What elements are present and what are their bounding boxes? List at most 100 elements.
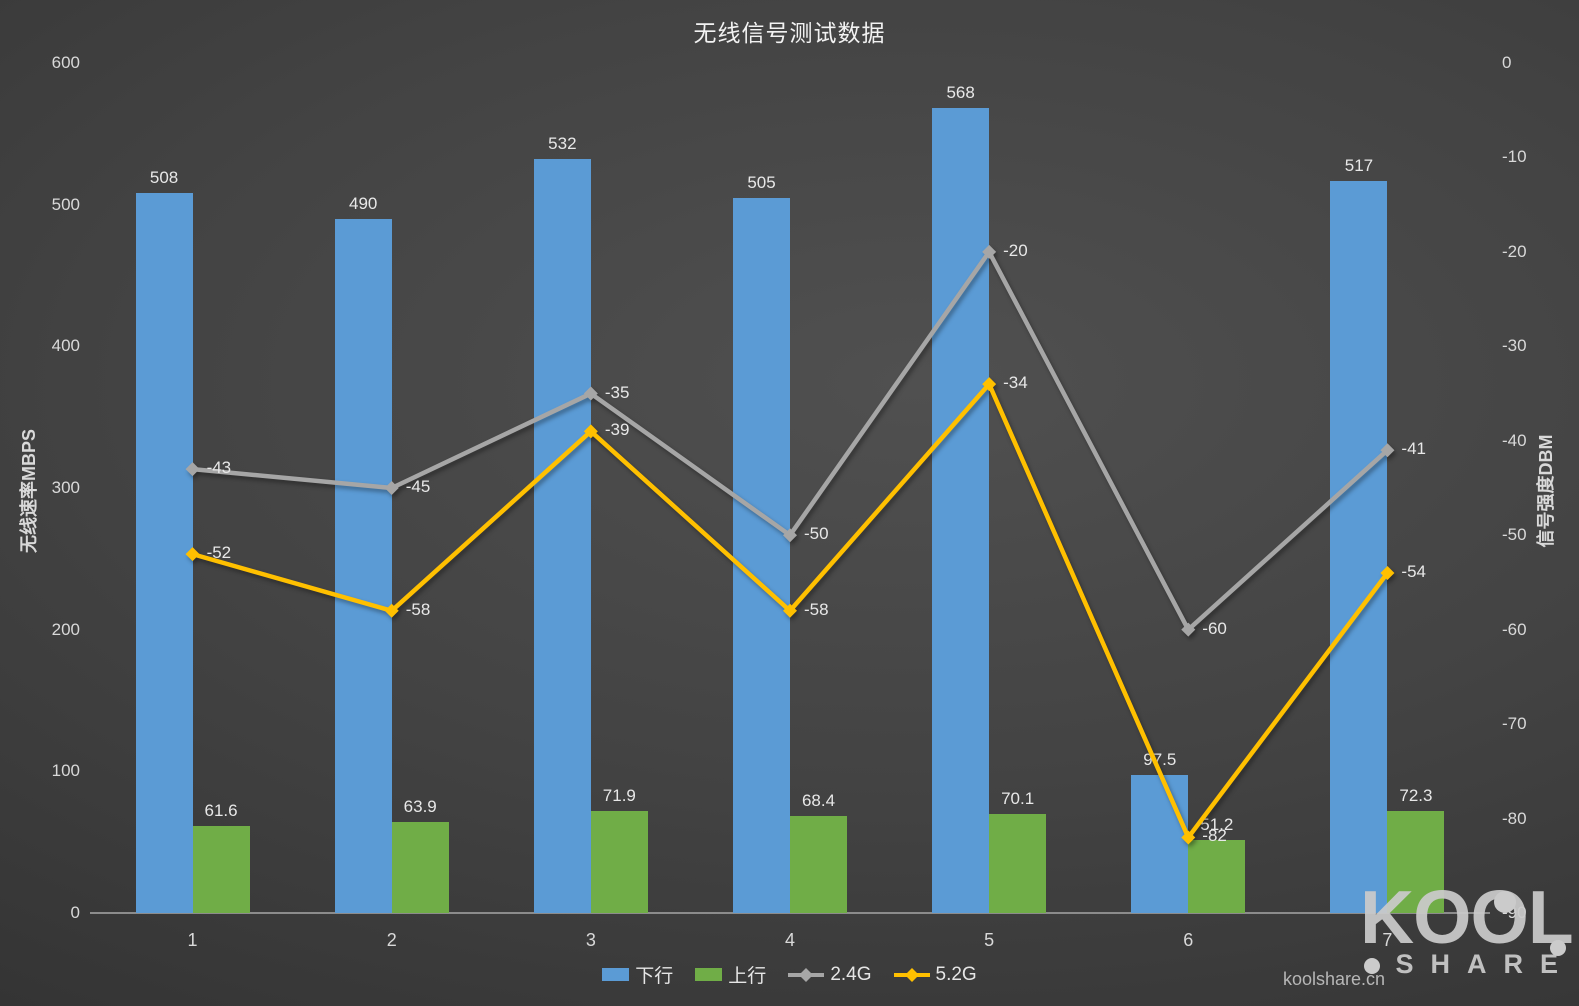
bar-上行 [1188, 840, 1246, 913]
bar-value-label: 70.1 [1001, 788, 1035, 808]
right-axis-tick: -60 [1502, 619, 1527, 639]
marker-5.2G [185, 547, 200, 562]
bar-下行 [533, 159, 591, 913]
left-axis-tick: 100 [51, 761, 80, 781]
x-axis-category-label: 4 [784, 930, 795, 950]
line-value-label: -50 [804, 524, 829, 544]
line-value-label: -34 [1003, 373, 1028, 393]
bar-下行 [733, 197, 790, 913]
bar-value-label: 517 [1344, 155, 1374, 175]
legend-item-2.4G: 2.4G [788, 963, 872, 986]
logo-text-kool: KOOL [1360, 875, 1574, 959]
legend-item-5.2G: 5.2G [893, 963, 977, 986]
bar-上行 [790, 816, 847, 913]
bar-value-label: 71.9 [602, 786, 636, 806]
bar-value-label: 568 [946, 83, 975, 103]
left-axis-tick: 500 [51, 194, 80, 214]
marker-2.4G [185, 462, 200, 477]
line-value-label: -58 [405, 599, 431, 619]
line-2.4G [190, 249, 1390, 632]
logo-molecule-dot [1364, 958, 1380, 974]
line-value-label: -20 [1003, 240, 1028, 260]
marker-5.2G [583, 424, 598, 439]
bar-value-label: 505 [747, 172, 776, 192]
legend-swatch-bar [695, 968, 723, 981]
legend-label: 5.2G [935, 963, 977, 985]
bar-value-label: 532 [548, 134, 577, 154]
left-axis-tick: 400 [51, 336, 80, 356]
bar-value-label: 508 [149, 168, 179, 188]
left-axis-tick: 600 [51, 53, 80, 72]
left-axis-tick: 300 [51, 478, 80, 497]
x-axis-category-label: 2 [386, 930, 397, 950]
line-value-label: -43 [206, 458, 232, 478]
legend: 下行 上行 2.4G 5.2G [0, 961, 1579, 988]
koolshare-logo: KOOL SHARE [1360, 880, 1575, 980]
logo-molecule-dot [1494, 891, 1516, 913]
bar-下行 [334, 218, 392, 913]
bar-下行 [135, 193, 193, 913]
line-value-label: -41 [1401, 439, 1426, 459]
line-value-label: -54 [1401, 562, 1426, 581]
line-value-label: -45 [405, 477, 431, 496]
bar-上行 [391, 822, 449, 913]
marker-2.4G [783, 528, 797, 543]
bar-value-label: 72.3 [1399, 785, 1433, 805]
bar-上行 [192, 825, 250, 913]
line-value-label: -58 [804, 599, 829, 619]
marker-5.2G [1181, 830, 1196, 845]
legend-label: 上行 [728, 966, 767, 987]
legend-label: 下行 [635, 966, 674, 987]
right-axis-tick: -20 [1502, 241, 1527, 261]
right-axis-tick: -80 [1502, 808, 1527, 828]
right-axis-tick: -30 [1502, 336, 1527, 356]
x-axis-category-label: 5 [984, 930, 995, 950]
x-axis-category-label: 1 [187, 930, 198, 950]
right-axis-tick: 0 [1502, 53, 1512, 72]
line-value-label: -82 [1202, 826, 1227, 846]
watermark-site: koolshare.cn [1283, 969, 1386, 989]
marker-5.2G [783, 603, 797, 618]
x-axis-category-label: 6 [1183, 930, 1194, 950]
x-axis-line [90, 912, 1490, 914]
legend-item-上行: 上行 [695, 961, 766, 988]
bar-value-label: 68.4 [801, 791, 836, 811]
marker-2.4G [1380, 443, 1395, 458]
right-axis-tick: -50 [1502, 525, 1527, 545]
right-axis-tick: -10 [1502, 147, 1527, 167]
marker-5.2G [1380, 566, 1395, 580]
bar-value-label: 490 [349, 193, 378, 213]
legend-label: 2.4G [830, 963, 872, 985]
right-axis-tick: -70 [1502, 714, 1527, 734]
bar-上行 [590, 811, 648, 913]
legend-swatch-bar [602, 968, 630, 981]
marker-2.4G [384, 481, 399, 495]
line-value-label: -35 [604, 382, 630, 402]
bar-value-label: 63.9 [403, 797, 437, 817]
right-axis-tick: -40 [1502, 430, 1527, 450]
x-axis-category-label: 3 [585, 930, 596, 950]
bar-下行 [1330, 180, 1388, 913]
marker-5.2G [982, 377, 997, 392]
line-value-label: -39 [604, 420, 630, 440]
bar-上行 [989, 813, 1047, 913]
legend-swatch-line [788, 967, 825, 982]
legend-swatch-line [893, 967, 930, 982]
logo-molecule-dot [1550, 940, 1566, 956]
bar-下行 [932, 108, 990, 913]
bar-value-label: 61.6 [204, 800, 238, 820]
x-axis-category-label: 7 [1382, 930, 1393, 950]
marker-5.2G [384, 603, 399, 618]
left-axis-tick: 200 [51, 619, 80, 639]
marker-2.4G [1181, 622, 1196, 637]
left-axis-tick: 0 [70, 903, 80, 922]
legend-item-下行: 下行 [602, 961, 673, 988]
bar-上行 [1387, 810, 1445, 913]
marker-2.4G [982, 244, 997, 259]
line-value-label: -52 [206, 543, 232, 563]
line-value-label: -60 [1202, 618, 1227, 638]
bar-下行 [1131, 774, 1189, 913]
chart-title: 无线信号测试数据 [693, 20, 886, 46]
